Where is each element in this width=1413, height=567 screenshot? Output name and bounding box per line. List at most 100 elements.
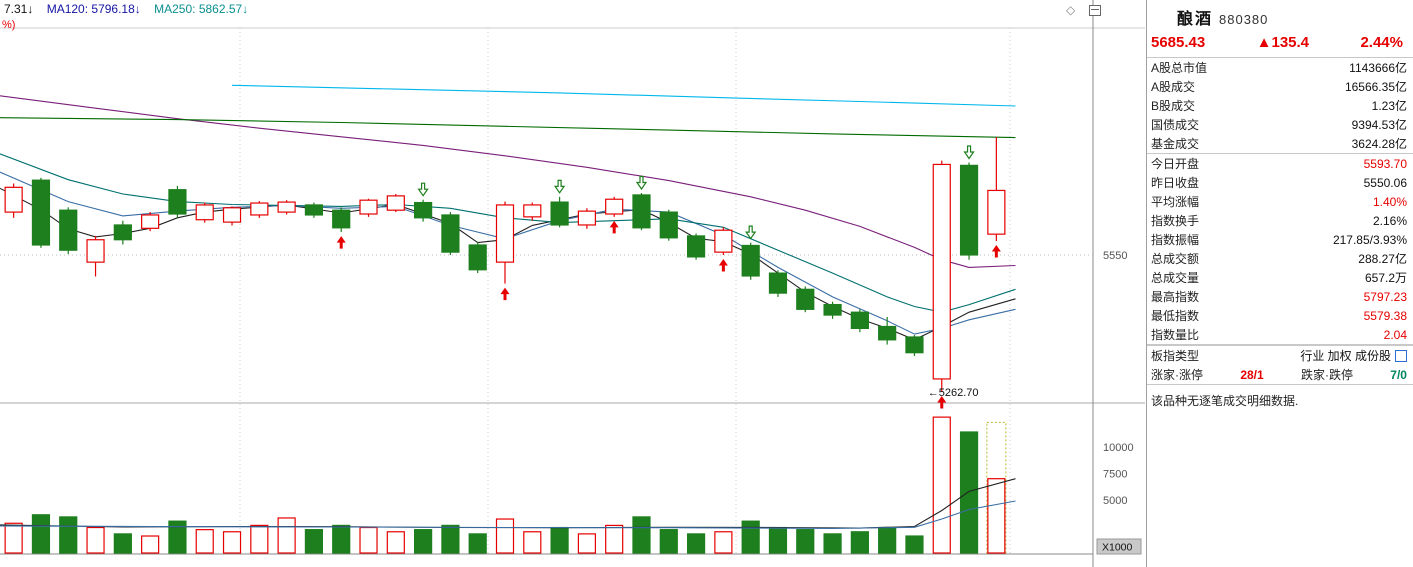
volume-bar[interactable] — [741, 520, 760, 554]
candle[interactable] — [414, 201, 433, 219]
volume-bar[interactable] — [195, 529, 214, 554]
volume-bar[interactable] — [168, 520, 187, 554]
volume-bar[interactable] — [441, 524, 460, 554]
panel-row: 指数量比 2.04 — [1151, 327, 1407, 343]
candle[interactable] — [987, 189, 1006, 235]
volume-bar[interactable] — [577, 533, 596, 554]
volume-unit-label: X1000 — [1102, 542, 1133, 554]
candle[interactable] — [495, 204, 515, 263]
candle[interactable] — [796, 288, 815, 310]
volume-bar[interactable] — [4, 522, 23, 554]
volume-bar[interactable] — [386, 531, 405, 554]
stock-name: 酿酒 — [1177, 11, 1214, 28]
board-type-label: 板指类型 — [1151, 349, 1200, 363]
volume-axis-label: 10000 — [1103, 442, 1134, 454]
volume-bar[interactable] — [250, 524, 269, 554]
sell-signal-arrow-icon — [635, 175, 648, 191]
volume-bar[interactable] — [796, 529, 815, 554]
candle[interactable] — [441, 214, 460, 253]
candle[interactable] — [332, 209, 351, 229]
volume-bar[interactable] — [113, 533, 132, 554]
volume-bar[interactable] — [632, 516, 651, 554]
candle[interactable] — [714, 229, 733, 253]
volume-bar[interactable] — [768, 526, 788, 554]
volume-bar[interactable] — [714, 531, 733, 554]
candle[interactable] — [386, 195, 405, 211]
panel-row: 指数振幅 217.85/3.93% — [1151, 232, 1407, 248]
volume-axis-label: 7500 — [1103, 468, 1127, 480]
volume-bar[interactable] — [414, 529, 433, 554]
ma250-legend: MA250: 5862.57↓ — [154, 2, 249, 16]
candle[interactable] — [59, 209, 78, 251]
candle[interactable] — [550, 201, 569, 226]
volume-bar[interactable] — [277, 517, 296, 554]
panel-row: A股总市值 1143666亿 — [1151, 61, 1407, 75]
candle[interactable] — [468, 244, 487, 271]
volume-bar[interactable] — [141, 535, 160, 554]
candle[interactable] — [878, 325, 897, 341]
candle[interactable] — [850, 311, 869, 330]
volume-bar[interactable] — [31, 514, 51, 554]
candle[interactable] — [222, 207, 242, 223]
window-icon[interactable] — [1089, 4, 1102, 16]
candle[interactable] — [523, 204, 542, 218]
volume-bar[interactable] — [86, 526, 105, 554]
candle[interactable] — [250, 202, 269, 216]
panel-row: 总成交量 657.2万 — [1151, 271, 1407, 285]
volume-bar[interactable] — [850, 531, 869, 554]
volume-bar[interactable] — [59, 516, 78, 554]
volume-bar[interactable] — [878, 526, 897, 554]
volume-bar[interactable] — [686, 533, 706, 554]
volume-bar[interactable] — [222, 531, 242, 554]
ma120-legend: MA120: 5796.18↓ — [46, 2, 141, 16]
candle[interactable] — [659, 211, 678, 239]
candle[interactable] — [577, 210, 596, 226]
candle[interactable] — [195, 204, 214, 221]
volume-bar[interactable] — [932, 416, 951, 554]
ma-legend: 7.31↓ MA120: 5796.18↓ MA250: 5862.57↓ — [4, 2, 258, 16]
volume-bar[interactable] — [959, 431, 979, 554]
advancers-decliners-row: 涨家·涨停 28/1 跌家·跌停 7/0 — [1147, 365, 1413, 384]
volume-bar[interactable] — [468, 533, 487, 554]
sell-signal-arrow-icon — [963, 145, 975, 160]
buy-signal-arrow-icon — [991, 244, 1001, 258]
candle[interactable] — [686, 235, 706, 258]
candle[interactable] — [31, 179, 51, 246]
volume-bar[interactable] — [332, 524, 351, 554]
volume-bar[interactable] — [495, 518, 515, 554]
volume-bar[interactable] — [987, 478, 1006, 554]
candle[interactable] — [168, 189, 187, 215]
candle[interactable] — [359, 199, 378, 215]
candle[interactable] — [632, 194, 651, 229]
volume-bar[interactable] — [359, 526, 378, 554]
candle[interactable] — [86, 239, 105, 263]
volume-bar[interactable] — [823, 533, 842, 554]
candlestick-chart[interactable]: 5550 ←5262.70 10000 7500 5000 X1000 — [0, 0, 1146, 567]
candle[interactable] — [905, 336, 924, 354]
volume-bar[interactable] — [304, 529, 324, 554]
candle[interactable] — [605, 198, 624, 215]
candle[interactable] — [823, 303, 842, 316]
volume-bar[interactable] — [523, 531, 542, 554]
volume-bar[interactable] — [550, 526, 569, 554]
panel-row: B股成交 1.23亿 — [1151, 99, 1407, 113]
candle[interactable] — [113, 224, 132, 241]
candle[interactable] — [304, 204, 324, 216]
candle[interactable] — [768, 272, 788, 294]
buy-signal-arrow-icon — [718, 258, 728, 272]
panel-row: 最低指数 5579.38 — [1151, 308, 1407, 324]
constituent-tag-icon[interactable] — [1395, 349, 1407, 362]
candle[interactable] — [277, 201, 296, 213]
volume-bar[interactable] — [659, 529, 678, 554]
volume-ma-line — [0, 500, 1016, 529]
volume-bar[interactable] — [605, 524, 624, 554]
volume-bar[interactable] — [905, 535, 924, 554]
candle[interactable] — [741, 244, 760, 277]
candle[interactable] — [141, 214, 160, 229]
candle[interactable] — [959, 164, 979, 256]
diamond-icon[interactable]: ◇ — [1066, 3, 1076, 17]
last-price: 5685.43 — [1151, 34, 1206, 51]
panel-row: 基金成交 3624.28亿 — [1151, 137, 1407, 151]
candle[interactable] — [4, 186, 23, 213]
candle[interactable] — [932, 163, 951, 380]
